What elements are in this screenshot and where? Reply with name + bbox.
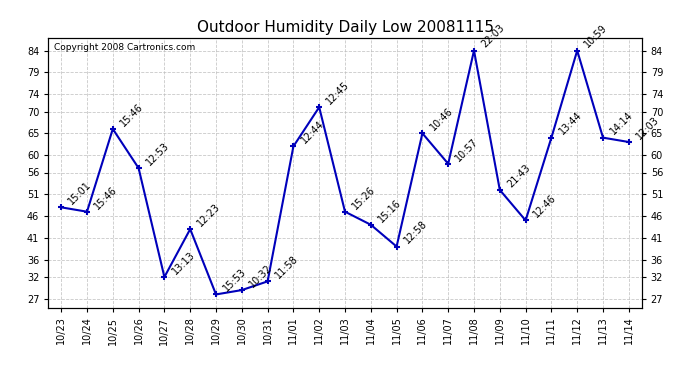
Text: 11:58: 11:58 <box>273 254 300 280</box>
Text: 15:16: 15:16 <box>376 197 403 224</box>
Text: 12:23: 12:23 <box>196 201 223 228</box>
Text: 10:59: 10:59 <box>583 23 609 50</box>
Text: 15:26: 15:26 <box>351 184 377 211</box>
Text: 12:58: 12:58 <box>402 219 429 246</box>
Text: 10:32: 10:32 <box>247 262 274 289</box>
Text: 15:01: 15:01 <box>67 180 94 207</box>
Text: 22:03: 22:03 <box>480 23 506 50</box>
Text: 10:57: 10:57 <box>454 136 481 163</box>
Text: 12:44: 12:44 <box>299 119 326 146</box>
Text: 13:44: 13:44 <box>557 110 584 137</box>
Title: Outdoor Humidity Daily Low 20081115: Outdoor Humidity Daily Low 20081115 <box>197 20 493 35</box>
Text: 12:46: 12:46 <box>531 193 558 220</box>
Text: Copyright 2008 Cartronics.com: Copyright 2008 Cartronics.com <box>55 43 195 52</box>
Text: 14:14: 14:14 <box>609 110 635 137</box>
Text: 10:46: 10:46 <box>428 106 455 132</box>
Text: 21:43: 21:43 <box>505 162 532 189</box>
Text: 13:13: 13:13 <box>170 249 197 276</box>
Text: 15:46: 15:46 <box>92 184 119 211</box>
Text: 12:03: 12:03 <box>634 114 661 141</box>
Text: 15:53: 15:53 <box>221 267 248 294</box>
Text: 15:46: 15:46 <box>119 101 145 128</box>
Text: 12:53: 12:53 <box>144 141 171 167</box>
Text: 12:45: 12:45 <box>325 80 352 106</box>
